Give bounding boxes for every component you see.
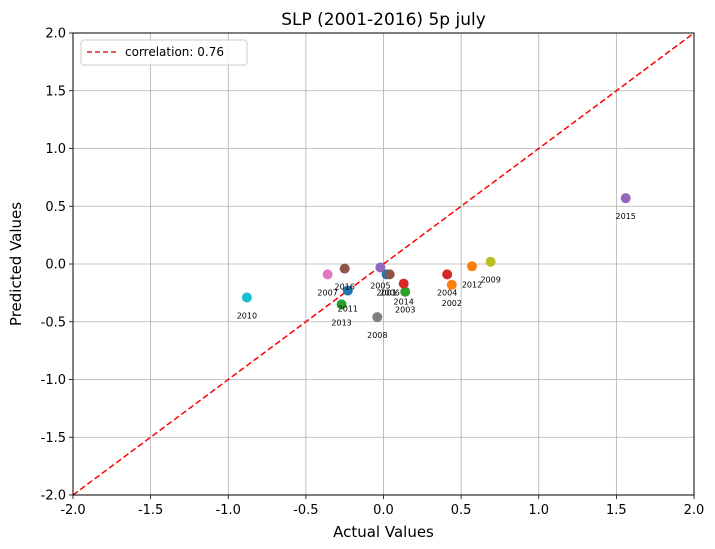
- y-tick-label: 0.5: [45, 200, 66, 215]
- point-label-2008: 2008: [367, 331, 387, 340]
- y-tick-label: 2.0: [45, 27, 66, 42]
- y-tick-label: -1.0: [41, 373, 66, 388]
- x-tick-label: 1.0: [528, 503, 549, 518]
- y-axis-title: Predicted Values: [7, 202, 25, 326]
- data-point-2007: [322, 269, 333, 280]
- legend-label: correlation: 0.76: [125, 45, 224, 59]
- point-label-2006: 2006: [380, 288, 400, 297]
- x-tick-label: 1.5: [606, 503, 627, 518]
- x-tick-label: 2.0: [684, 503, 705, 518]
- y-tick-label: -2.0: [41, 489, 66, 504]
- data-point-2012: [466, 261, 477, 272]
- data-point-2013: [336, 299, 347, 310]
- data-point-2014: [398, 278, 409, 289]
- x-tick-label: 0.5: [451, 503, 472, 518]
- ticks: [69, 32, 695, 499]
- point-label-2004: 2004: [437, 288, 457, 297]
- data-point-2016: [339, 263, 350, 274]
- x-tick-label: -2.0: [60, 503, 85, 518]
- data-point-2002: [446, 279, 457, 290]
- data-point-2003: [400, 286, 411, 297]
- x-tick-label: -0.5: [293, 503, 318, 518]
- point-label-2003: 2003: [395, 306, 415, 315]
- point-label-2011: 2011: [338, 305, 358, 314]
- legend-box: [80, 39, 248, 66]
- x-tick-label: 0.0: [373, 503, 394, 518]
- point-label-2009: 2009: [480, 276, 500, 285]
- y-tick-label: 0.0: [45, 258, 66, 273]
- data-point-2008: [372, 312, 383, 323]
- data-point-2006: [384, 269, 395, 280]
- data-point-2005: [375, 262, 386, 273]
- point-label-2007: 2007: [317, 288, 337, 297]
- x-tick-label: -1.5: [138, 503, 163, 518]
- x-tick-labels: -2.0 -1.5 -1.0 -0.5 0.0 0.5 1.0 1.5 2.0: [60, 503, 704, 518]
- point-label-2001: 2001: [376, 288, 396, 297]
- y-tick-label: -0.5: [41, 315, 66, 330]
- point-label-2002: 2002: [442, 299, 462, 308]
- point-label-2010: 2010: [237, 311, 257, 320]
- x-tick-label: -1.0: [216, 503, 241, 518]
- data-points: [241, 193, 631, 323]
- point-label-2015: 2015: [616, 212, 636, 221]
- legend: correlation: 0.76: [80, 39, 248, 66]
- point-label-2005: 2005: [370, 281, 390, 290]
- data-point-2010: [241, 292, 252, 303]
- data-point-2015: [620, 193, 631, 204]
- y-tick-label: 1.0: [45, 142, 66, 157]
- point-label-2012: 2012: [462, 280, 482, 289]
- point-label-2013: 2013: [331, 318, 351, 327]
- y-tick-label: -1.5: [41, 431, 66, 446]
- data-point-2004: [442, 269, 453, 280]
- data-point-2009: [485, 256, 496, 267]
- y-tick-labels: -2.0 -1.5 -1.0 -0.5 0.0 0.5 1.0 1.5 2.0: [41, 27, 66, 504]
- point-label-2016: 2016: [335, 283, 355, 292]
- chart-title: SLP (2001-2016) 5p july: [281, 10, 486, 30]
- x-axis-title: Actual Values: [333, 523, 434, 541]
- point-label-2014: 2014: [394, 298, 414, 307]
- data-point-2011: [342, 285, 353, 296]
- y-tick-label: 1.5: [45, 84, 66, 99]
